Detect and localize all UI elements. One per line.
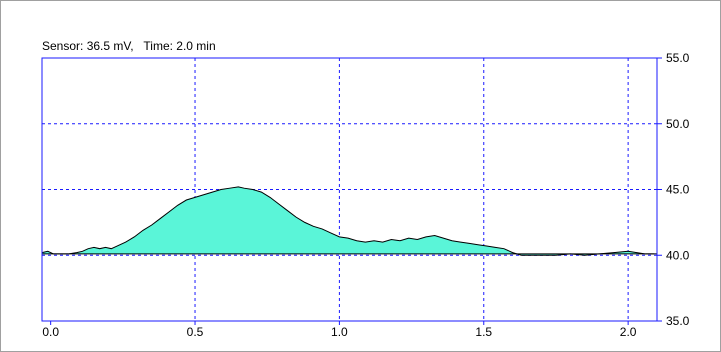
x-tick-label: 2.0 bbox=[620, 325, 637, 339]
x-tick-label: 0.0 bbox=[42, 325, 59, 339]
y-tick-label: 50.0 bbox=[666, 117, 690, 131]
signal-area bbox=[42, 186, 655, 256]
y-tick-label: 40.0 bbox=[666, 248, 690, 262]
y-tick-label: 55.0 bbox=[666, 51, 690, 65]
y-tick-label: 35.0 bbox=[666, 314, 690, 328]
y-tick-label: 45.0 bbox=[666, 183, 690, 197]
x-tick-label: 1.5 bbox=[475, 325, 492, 339]
x-tick-label: 0.5 bbox=[187, 325, 204, 339]
x-tick-label: 1.0 bbox=[331, 325, 348, 339]
cursor-readout: Sensor: 36.5 mV, Time: 2.0 min bbox=[42, 39, 216, 53]
